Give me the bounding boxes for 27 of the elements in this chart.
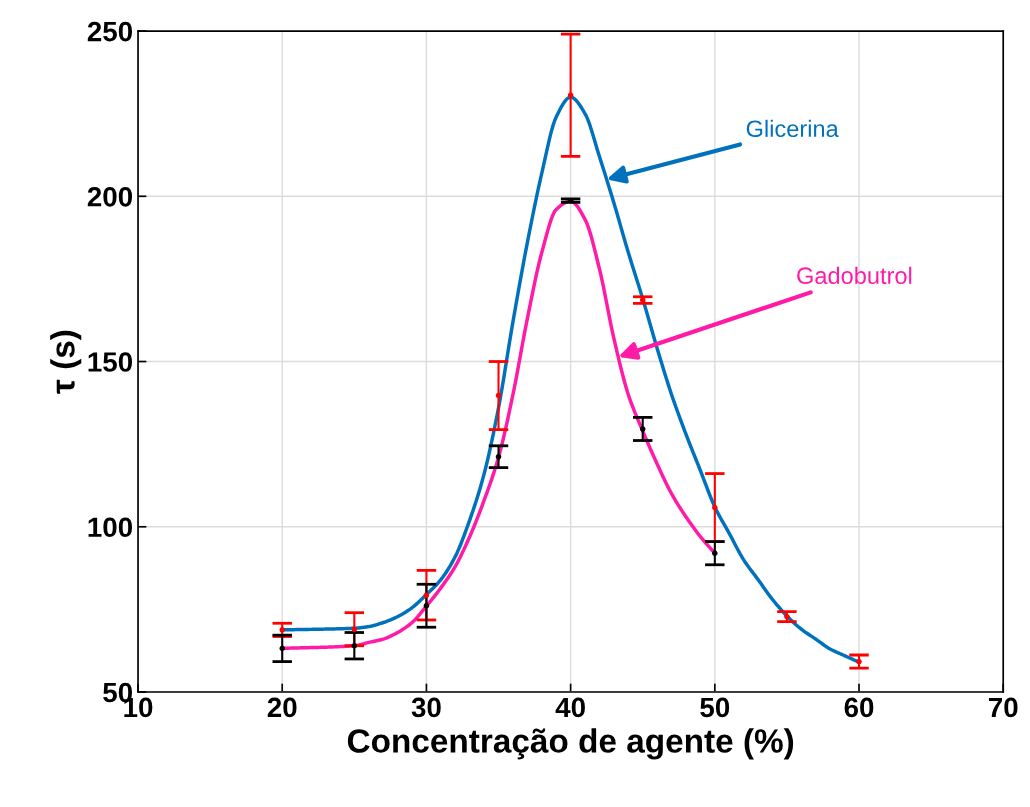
text: Glicerina xyxy=(746,119,839,138)
text: Gadobutrol xyxy=(797,266,912,285)
x-tick-label: 70 xyxy=(988,697,1018,718)
x-tick-label: 30 xyxy=(411,697,441,718)
y-axis-title: τ (s) xyxy=(50,330,82,394)
y-tick-label: 250 xyxy=(87,21,133,42)
y-tick-label: 150 xyxy=(88,352,133,372)
point xyxy=(712,504,718,511)
point xyxy=(495,392,502,399)
point xyxy=(495,453,502,460)
x-axis-title: Concentração de agente (%) xyxy=(347,728,794,760)
y-tick-label: 100 xyxy=(88,517,133,538)
y-tick-label: 200 xyxy=(87,186,133,207)
point xyxy=(856,658,862,665)
x-tick-label: 60 xyxy=(844,697,874,718)
point xyxy=(423,602,430,609)
point xyxy=(712,550,718,556)
x-tick-label: 20 xyxy=(267,697,297,718)
x-tick-label: 50 xyxy=(700,697,730,718)
point xyxy=(279,645,285,652)
point xyxy=(351,642,358,649)
point xyxy=(351,626,358,632)
point xyxy=(567,92,574,98)
point xyxy=(423,592,430,598)
point xyxy=(639,426,646,432)
x-tick-label: 40 xyxy=(555,697,585,718)
point xyxy=(279,627,285,633)
